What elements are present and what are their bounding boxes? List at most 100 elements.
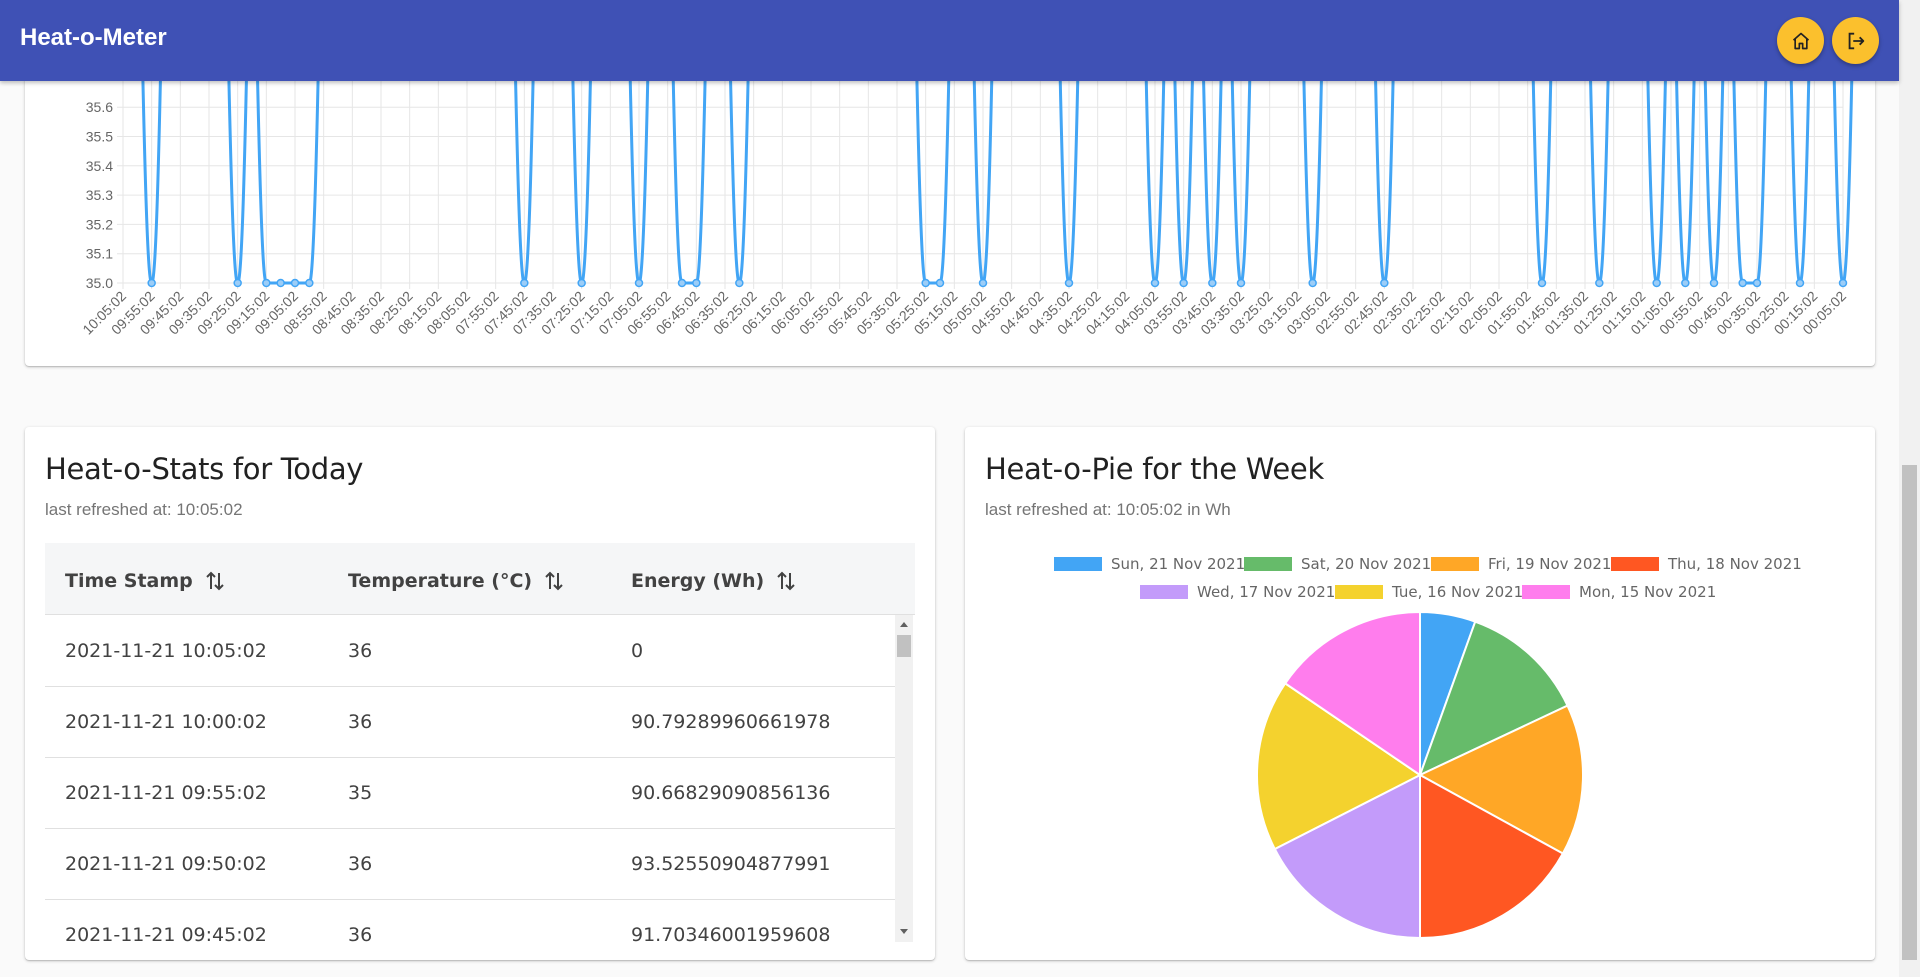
scroll-down-arrow-icon[interactable] — [895, 925, 913, 939]
legend-swatch — [1054, 557, 1102, 571]
sort-icon — [545, 571, 563, 591]
cell-timestamp: 2021-11-21 10:05:02 — [65, 640, 267, 662]
table-row: 2021-11-21 09:50:02 36 93.52550904877991 — [45, 828, 895, 900]
legend-swatch — [1244, 557, 1292, 571]
data-point[interactable] — [262, 278, 271, 288]
pie-title: Heat-o-Pie for the Week — [985, 452, 1324, 486]
legend-item[interactable]: Thu, 18 Nov 2021 — [1611, 555, 1802, 573]
sort-icon — [206, 571, 224, 591]
home-button[interactable] — [1777, 17, 1824, 64]
data-point[interactable] — [1795, 278, 1805, 288]
data-point[interactable] — [978, 278, 988, 288]
legend-swatch — [1522, 585, 1570, 599]
pie-slice[interactable] — [1273, 773, 1421, 940]
column-label: Energy (Wh) — [631, 570, 765, 592]
data-point[interactable] — [921, 278, 930, 288]
logout-button[interactable] — [1832, 17, 1879, 64]
data-point[interactable] — [935, 278, 945, 288]
legend-item[interactable]: Sat, 20 Nov 2021 — [1244, 555, 1431, 573]
cell-temperature: 36 — [348, 924, 373, 942]
stats-card: Heat-o-Stats for Today last refreshed at… — [25, 427, 935, 960]
legend-item[interactable]: Wed, 17 Nov 2021 — [1140, 583, 1335, 601]
pie-slice[interactable] — [1419, 773, 1565, 940]
pie-slice[interactable] — [1418, 620, 1569, 777]
legend-label: Fri, 19 Nov 2021 — [1488, 555, 1612, 573]
column-header-energy[interactable]: Energy (Wh) — [631, 569, 798, 593]
temperature-line-chart: 35.635.535.435.335.235.135.010:05:0209:5… — [79, 40, 1855, 338]
cell-temperature: 36 — [348, 711, 373, 733]
data-point[interactable] — [1308, 278, 1317, 288]
data-point[interactable] — [305, 278, 314, 288]
legend-label: Sat, 20 Nov 2021 — [1301, 555, 1432, 573]
legend-label: Mon, 15 Nov 2021 — [1579, 583, 1717, 601]
pie-slice[interactable] — [1256, 681, 1422, 851]
data-point[interactable] — [634, 278, 644, 288]
data-point[interactable] — [735, 278, 744, 288]
cell-energy: 91.70346001959608 — [631, 924, 831, 942]
scroll-up-arrow-icon[interactable] — [895, 617, 913, 631]
app-bar: Heat-o-Meter — [0, 0, 1899, 81]
stats-title: Heat-o-Stats for Today — [45, 452, 364, 486]
logout-icon — [1848, 32, 1864, 49]
legend-item[interactable]: Fri, 19 Nov 2021 — [1431, 555, 1611, 573]
data-point[interactable] — [1150, 278, 1160, 288]
data-point[interactable] — [1681, 278, 1690, 288]
table-scrollbar[interactable] — [895, 615, 913, 942]
app-title: Heat-o-Meter — [20, 24, 167, 51]
data-point[interactable] — [147, 278, 156, 288]
data-point[interactable] — [1537, 278, 1547, 288]
pie-slice[interactable] — [1283, 610, 1421, 777]
y-tick-label: 35.5 — [86, 129, 113, 145]
legend-swatch — [1431, 557, 1479, 571]
pie-subtitle: last refreshed at: 10:05:02 in Wh — [985, 500, 1231, 519]
page-scrollbar[interactable] — [1899, 0, 1920, 977]
column-label: Temperature (°C) — [348, 570, 533, 592]
data-point[interactable] — [1380, 278, 1389, 288]
data-point[interactable] — [577, 278, 586, 288]
temperature-chart-card: 35.6 35.5 35.4 35.3 35.2 35.1 35.0 10:05:02 09:5… — [25, 40, 1875, 366]
data-point[interactable] — [1709, 278, 1719, 288]
data-point[interactable] — [233, 278, 242, 288]
legend-item[interactable]: Sun, 21 Nov 2021 — [1054, 555, 1245, 573]
data-point[interactable] — [276, 278, 285, 288]
table-row: 2021-11-21 09:55:02 35 90.66829090856136 — [45, 757, 895, 829]
table-header: Time Stamp Temperature (°C) Energy (Wh) — [45, 543, 915, 615]
y-tick-label: 35.1 — [86, 246, 113, 262]
data-point[interactable] — [692, 278, 701, 288]
data-point[interactable] — [1236, 278, 1246, 288]
cell-temperature: 36 — [348, 640, 373, 662]
data-point[interactable] — [1064, 278, 1074, 288]
cell-energy: 90.79289960661978 — [631, 711, 831, 733]
data-point[interactable] — [1652, 278, 1661, 288]
page-scrollbar-thumb[interactable] — [1902, 465, 1917, 960]
data-point[interactable] — [1179, 278, 1188, 288]
data-point[interactable] — [1752, 278, 1762, 288]
table-row: 2021-11-21 09:45:02 36 91.70346001959608 — [45, 899, 895, 942]
data-point[interactable] — [520, 278, 529, 288]
data-point[interactable] — [1208, 278, 1217, 288]
y-tick-label: 35.6 — [86, 99, 113, 115]
data-point[interactable] — [1738, 278, 1747, 288]
pie-slice[interactable] — [1417, 704, 1584, 855]
legend-label: Thu, 18 Nov 2021 — [1668, 555, 1802, 573]
data-point[interactable] — [1838, 278, 1848, 288]
legend-item[interactable]: Tue, 16 Nov 2021 — [1335, 583, 1523, 601]
legend-swatch — [1611, 557, 1659, 571]
weekly-energy-pie-chart — [1256, 610, 1584, 940]
data-point[interactable] — [1595, 278, 1604, 288]
legend-item[interactable]: Mon, 15 Nov 2021 — [1522, 583, 1716, 601]
legend-label: Wed, 17 Nov 2021 — [1197, 583, 1336, 601]
cell-temperature: 35 — [348, 782, 373, 804]
cell-temperature: 36 — [348, 853, 373, 875]
cell-timestamp: 2021-11-21 09:55:02 — [65, 782, 267, 804]
column-header-temperature[interactable]: Temperature (°C) — [348, 569, 566, 593]
pie-card: Heat-o-Pie for the Week last refreshed a… — [965, 427, 1875, 960]
table-row: 2021-11-21 10:00:02 36 90.79289960661978 — [45, 686, 895, 758]
table-scrollbar-thumb[interactable] — [897, 635, 911, 657]
y-tick-label: 35.4 — [86, 158, 113, 174]
cell-energy: 90.66829090856136 — [631, 782, 831, 804]
cell-energy: 0 — [631, 640, 644, 662]
data-point[interactable] — [290, 278, 300, 288]
column-header-timestamp[interactable]: Time Stamp — [65, 569, 227, 593]
data-point[interactable] — [677, 278, 687, 288]
